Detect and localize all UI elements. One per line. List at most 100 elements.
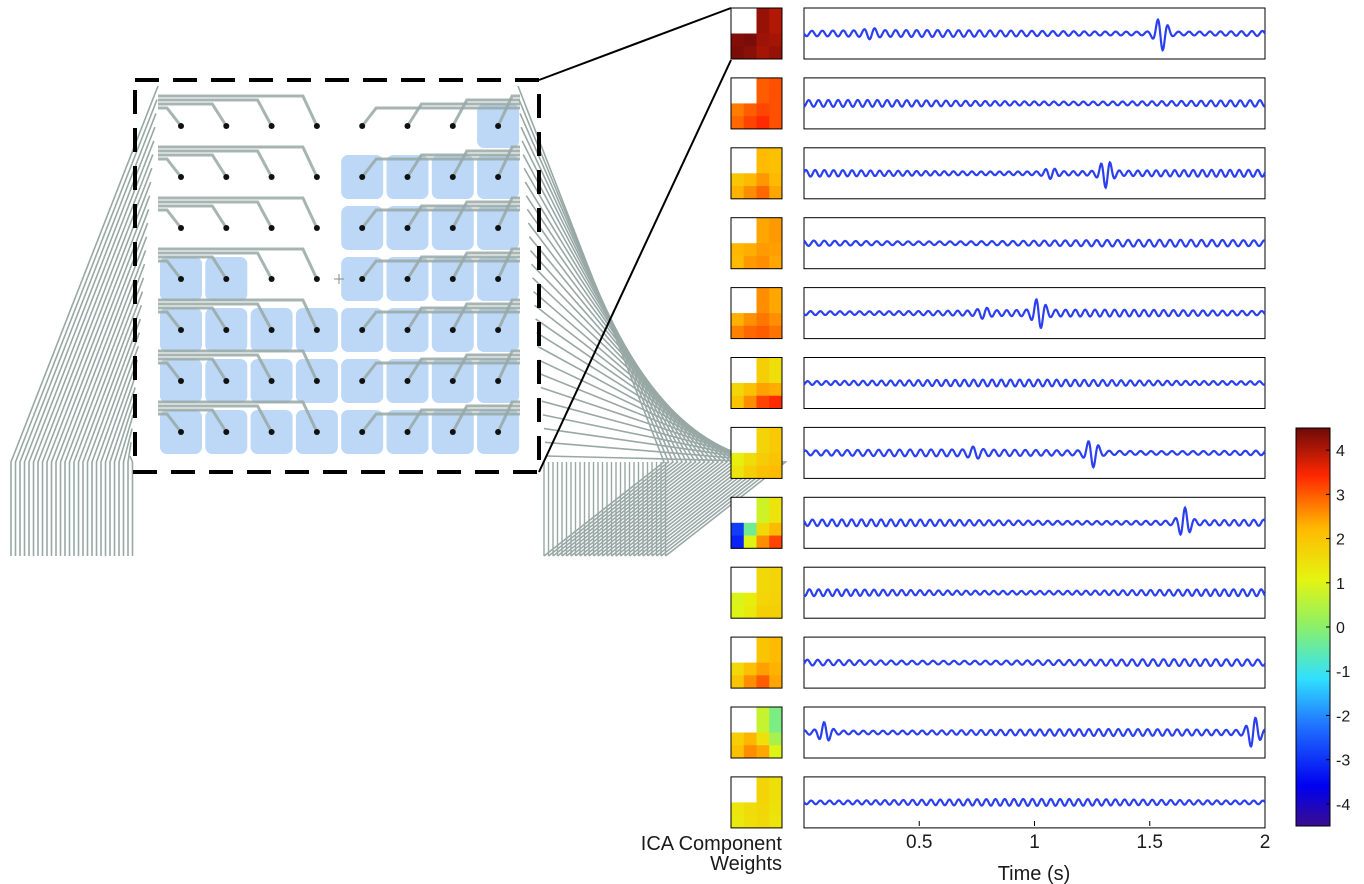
electrode-lead	[361, 208, 520, 229]
component-weight-map	[730, 357, 783, 409]
weight-cell	[743, 313, 757, 327]
weight-cell	[756, 675, 770, 689]
weight-cell	[743, 186, 757, 200]
electrode-contact	[449, 378, 456, 384]
electrode-contact	[178, 429, 184, 435]
weight-cell	[769, 173, 783, 187]
electrode-lead	[158, 247, 319, 280]
weight-cell	[756, 20, 770, 34]
colorbar-tick-label: 4	[1336, 443, 1345, 460]
weight-cell	[769, 103, 783, 117]
electrode-contact	[178, 327, 184, 333]
electrode-lead	[361, 412, 520, 433]
weight-cell	[769, 440, 783, 454]
weight-cell	[756, 522, 770, 536]
left-fan-wire	[82, 304, 143, 556]
weight-cell	[756, 802, 770, 816]
weight-cell	[756, 815, 770, 829]
weight-cell	[743, 535, 757, 549]
weight-cell	[756, 776, 770, 791]
electrode-contact	[449, 276, 456, 282]
electrode-contact	[313, 174, 320, 180]
weight-cell	[756, 103, 770, 117]
left-fan-wire	[73, 277, 145, 556]
zoom-connector-top	[538, 7, 732, 81]
weight-cell	[756, 592, 770, 606]
electrode-contact	[268, 174, 275, 180]
electrode-lead	[361, 310, 520, 331]
weight-cell	[769, 46, 783, 60]
weight-cell	[769, 287, 783, 301]
weight-cell	[769, 313, 783, 327]
weight-cell	[769, 160, 783, 174]
electrode-lead	[451, 353, 520, 382]
electrode-lead	[451, 404, 520, 433]
x-tick-label: 2	[1260, 832, 1271, 853]
weight-cell	[769, 383, 783, 397]
left-fan-wire	[129, 455, 134, 556]
weight-cell	[756, 357, 770, 371]
electrode-contact	[223, 429, 230, 435]
electrode-lead	[158, 306, 228, 331]
weight-cell	[743, 103, 757, 117]
electrode-contact	[178, 378, 184, 384]
component-row	[730, 7, 1266, 60]
electrode-lead	[496, 94, 520, 127]
weight-cell	[743, 33, 757, 47]
component-row	[730, 496, 1266, 549]
left-fan-wire	[100, 359, 139, 556]
electrode-contact	[449, 327, 456, 333]
weight-cell	[769, 33, 783, 47]
component-waveform	[803, 716, 1266, 748]
weight-cell	[769, 255, 783, 270]
weight-cell	[743, 395, 757, 409]
left-fan-wire	[109, 387, 136, 556]
weight-cell	[743, 662, 757, 676]
electrode-contact	[313, 327, 320, 333]
left-fan-wire	[46, 195, 151, 556]
left-fan-wire	[14, 99, 158, 556]
electrode-lead	[451, 302, 520, 331]
weight-cell	[731, 46, 745, 60]
weight-cell	[769, 497, 783, 511]
weight-cell	[756, 90, 770, 104]
electrode-contact	[404, 429, 411, 435]
weight-cell	[743, 815, 757, 829]
weight-cell	[756, 605, 770, 619]
electrode-contact	[359, 276, 366, 282]
left-fan-wire	[59, 236, 148, 556]
left-fan-wire	[122, 428, 133, 556]
electrode-lead	[158, 255, 228, 280]
weight-cell	[743, 46, 757, 60]
component-row	[730, 636, 1266, 689]
colorbar-tick-label: 3	[1336, 487, 1345, 504]
electrode-lead	[158, 106, 183, 127]
electrode-contact	[404, 123, 411, 129]
ica-components	[730, 7, 1267, 829]
colorbar-tick-label: 1	[1336, 576, 1345, 593]
weight-cell	[731, 395, 745, 409]
electrode-contact	[268, 276, 275, 282]
weight-cell	[769, 815, 783, 829]
electrode-contact	[495, 174, 502, 180]
electrode-contact	[178, 123, 184, 129]
weight-cell	[756, 789, 770, 803]
weight-cell	[756, 217, 770, 231]
weight-cell	[769, 535, 783, 549]
electrode-contacts	[178, 123, 502, 435]
weight-cell	[731, 33, 745, 47]
component-weight-map	[730, 496, 783, 549]
component-weight-map	[730, 566, 783, 619]
electrode-contact	[404, 174, 411, 180]
weight-cell	[756, 8, 770, 22]
weight-cell	[743, 592, 757, 606]
component-row	[730, 217, 1266, 270]
weight-cell	[731, 116, 745, 130]
weight-cell	[769, 325, 783, 339]
component-weight-map	[730, 706, 783, 759]
weight-cell	[769, 662, 783, 676]
weight-cell	[731, 592, 745, 606]
left-fan-wire	[28, 140, 155, 556]
electrode-lead	[158, 196, 319, 229]
weight-cell	[731, 186, 745, 200]
